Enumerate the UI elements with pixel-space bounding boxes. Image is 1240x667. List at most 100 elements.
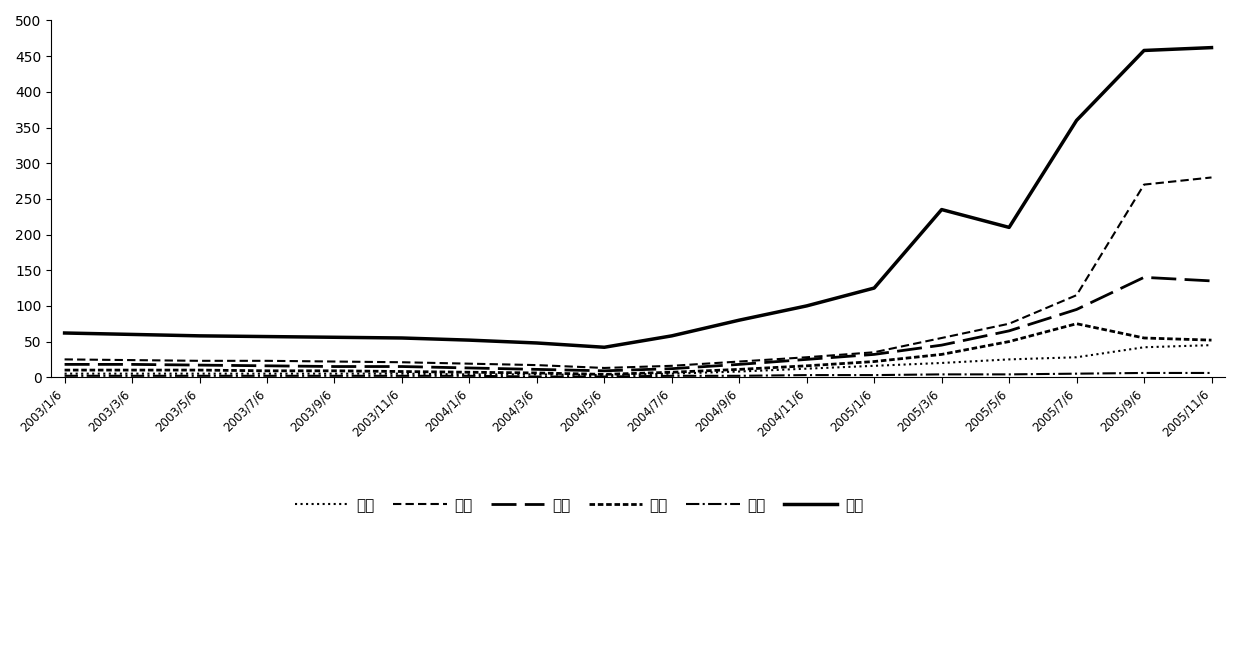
乙倦: [529, 372, 544, 380]
甲烷: [463, 360, 477, 368]
甲烷: [259, 357, 274, 365]
总烷: [124, 330, 139, 338]
甲烷: [192, 357, 207, 365]
甲烷: [394, 358, 409, 366]
乙倦: [1002, 370, 1017, 378]
乙烷: [394, 363, 409, 371]
乙倦: [124, 372, 139, 380]
乙烯: [1204, 336, 1219, 344]
总烷: [394, 334, 409, 342]
乙倦: [259, 372, 274, 380]
氢气: [732, 368, 746, 376]
乙烯: [867, 358, 882, 366]
乙烯: [596, 370, 611, 378]
甲烷: [529, 361, 544, 369]
Line: 乙倦: 乙倦: [64, 373, 1211, 376]
Legend: 氢气, 甲烷, 乙烷, 乙烯, 乙倦, 总烷: 氢气, 甲烷, 乙烷, 乙烯, 乙倦, 总烷: [289, 492, 869, 520]
乙烷: [1204, 277, 1219, 285]
氢气: [57, 370, 72, 378]
乙倦: [57, 372, 72, 380]
乙倦: [1069, 370, 1084, 378]
总烷: [529, 339, 544, 347]
氢气: [1069, 354, 1084, 362]
乙烯: [732, 366, 746, 374]
乙倦: [327, 372, 342, 380]
乙烯: [463, 368, 477, 376]
甲烷: [1069, 291, 1084, 299]
乙倦: [867, 371, 882, 379]
甲烷: [867, 348, 882, 356]
氢气: [1002, 356, 1017, 364]
乙烷: [192, 361, 207, 369]
氢气: [529, 370, 544, 378]
甲烷: [1002, 319, 1017, 327]
总烷: [934, 205, 949, 213]
乙烷: [124, 360, 139, 368]
乙倦: [394, 372, 409, 380]
总烷: [596, 344, 611, 352]
氢气: [665, 370, 680, 378]
乙烷: [1137, 273, 1152, 281]
乙倦: [665, 372, 680, 380]
Line: 甲烷: 甲烷: [64, 177, 1211, 368]
乙烷: [1069, 305, 1084, 313]
氢气: [1204, 341, 1219, 349]
总烷: [259, 333, 274, 341]
乙倦: [1204, 369, 1219, 377]
乙烷: [57, 360, 72, 368]
Line: 乙烯: 乙烯: [64, 323, 1211, 374]
总烷: [1002, 223, 1017, 231]
总烷: [327, 334, 342, 342]
乙烯: [1002, 338, 1017, 346]
氢气: [934, 359, 949, 367]
氢气: [596, 371, 611, 379]
总烷: [192, 332, 207, 340]
乙烯: [259, 367, 274, 375]
乙烷: [800, 356, 815, 364]
乙倦: [463, 372, 477, 380]
乙烯: [800, 362, 815, 370]
总烷: [1204, 43, 1219, 51]
乙烷: [665, 365, 680, 373]
乙烷: [259, 362, 274, 370]
乙烷: [463, 364, 477, 372]
甲烷: [1137, 181, 1152, 189]
乙倦: [732, 372, 746, 380]
氢气: [463, 370, 477, 378]
乙倦: [192, 372, 207, 380]
乙烯: [529, 369, 544, 377]
Line: 氢气: 氢气: [64, 345, 1211, 375]
乙烷: [934, 341, 949, 349]
氢气: [327, 370, 342, 378]
氢气: [800, 365, 815, 373]
乙倦: [800, 371, 815, 379]
Line: 乙烷: 乙烷: [64, 277, 1211, 371]
乙倦: [1137, 369, 1152, 377]
总烷: [1137, 47, 1152, 55]
总烷: [57, 329, 72, 337]
乙烷: [867, 350, 882, 358]
氢气: [867, 362, 882, 370]
氢气: [192, 370, 207, 378]
甲烷: [596, 364, 611, 372]
总烷: [732, 316, 746, 324]
甲烷: [934, 334, 949, 342]
乙烯: [57, 366, 72, 374]
乙烯: [1069, 319, 1084, 327]
乙烷: [732, 360, 746, 368]
甲烷: [800, 354, 815, 362]
乙倦: [934, 370, 949, 378]
乙烯: [934, 350, 949, 358]
甲烷: [732, 358, 746, 366]
乙烯: [665, 368, 680, 376]
氢气: [394, 370, 409, 378]
氢气: [124, 370, 139, 378]
甲烷: [665, 362, 680, 370]
甲烷: [57, 356, 72, 364]
乙烷: [596, 367, 611, 375]
总烷: [867, 284, 882, 292]
甲烷: [327, 358, 342, 366]
甲烷: [1204, 173, 1219, 181]
乙倦: [596, 372, 611, 380]
Line: 总烷: 总烷: [64, 47, 1211, 348]
